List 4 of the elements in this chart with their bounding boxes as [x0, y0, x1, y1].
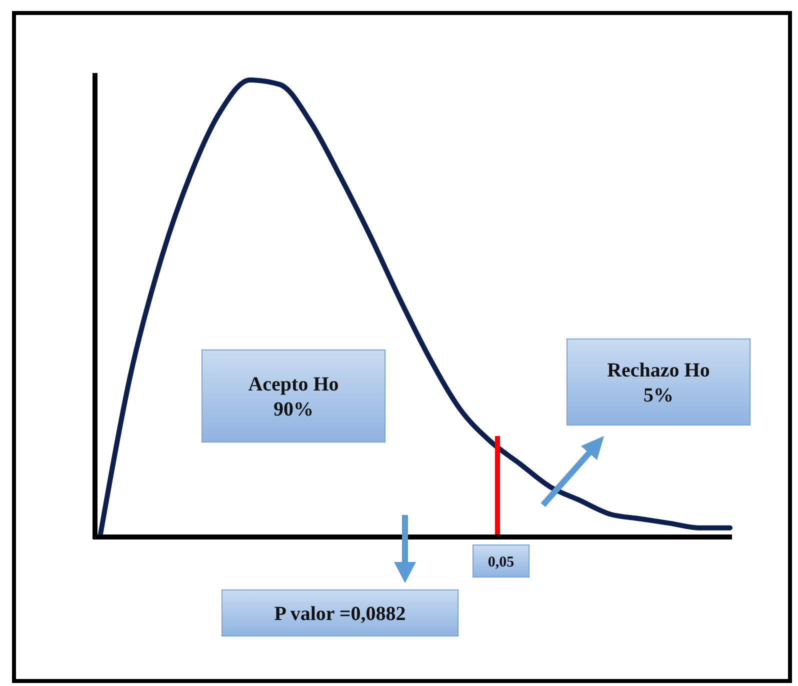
- text: P valor =0,0882: [274, 603, 406, 625]
- text: 0,05: [488, 554, 514, 570]
- annotation: Acepto Ho 90%: [248, 374, 339, 420]
- annotation: Rechazo Ho 5%: [607, 360, 710, 406]
